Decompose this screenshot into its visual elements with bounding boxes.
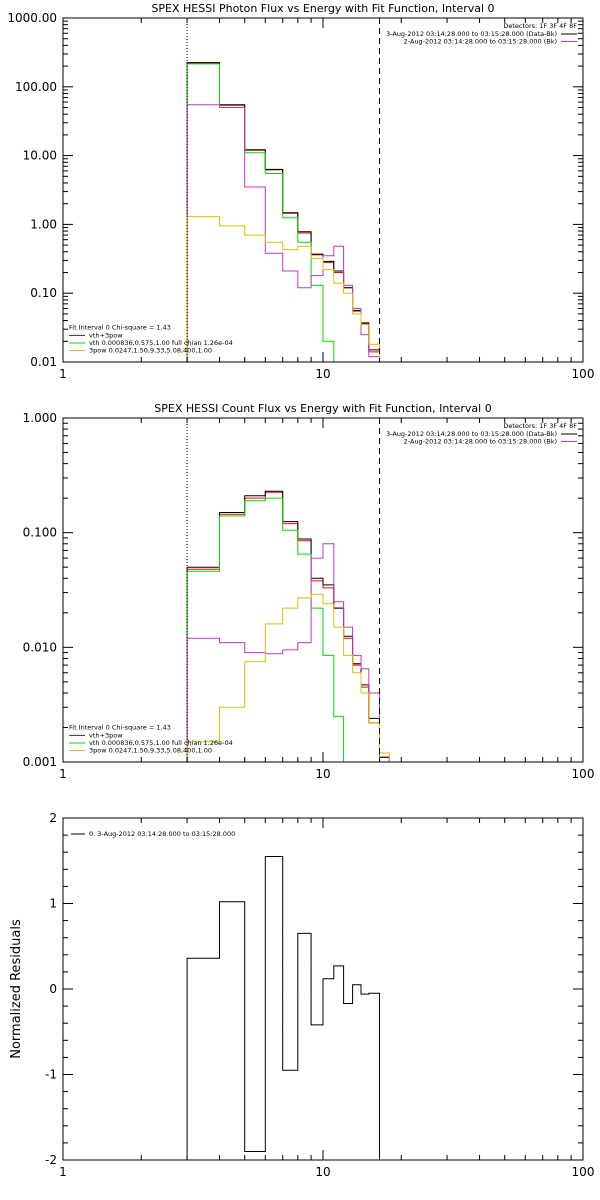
legend-bottom-entry: vth+3pow [89,732,123,740]
series-0-line [186,856,380,1160]
y-tick-label: -1 [45,1068,57,1082]
legend-bottom-header: Fit Interval 0 Chi-square = 1.43 [69,724,171,732]
legend-bottom-entry: vth 0.000836,0.575,1.00 full chian 1.26e… [89,739,233,747]
series-group [186,856,380,1160]
x-tick-label: 100 [572,767,595,781]
y-tick-label: 0.10 [30,286,57,300]
photon-flux-panel: SPEX HESSI Photon Flux vs Energy with Fi… [7,2,595,381]
legend-bottom-entry: vth+3pow [89,332,123,340]
x-tick-label: 100 [572,1165,595,1179]
legend-top-entry: 3-Aug-2012 03:14:28.000 to 03:15:28.000 … [386,30,557,38]
y-tick-label: 1000.00 [7,11,57,25]
y-tick-label: 2 [49,811,57,825]
series-0-line [186,491,390,762]
series-3-line [186,543,380,762]
legend-bottom-entry: 3pow 0.0247,1.50,9.33,5.08,400,1.00 [89,347,212,355]
y-tick-label: 0.01 [30,355,57,369]
legend-bottom-entry: 3pow 0.0247,1.50,9.33,5.08,400,1.00 [89,747,212,755]
y-tick-label: 1.00 [30,217,57,231]
x-tick-label: 10 [315,367,330,381]
series-4-line [186,593,399,762]
series-1-line [186,62,380,362]
legend-bottom-entry: vth 0.000836,0.575,1.00 full chian 1.26e… [89,339,233,347]
x-tick-label: 100 [572,367,595,381]
x-tick-label: 10 [315,1165,330,1179]
y-tick-label: 1.000 [23,411,57,425]
x-tick-label: 1 [59,367,67,381]
series-group [186,62,399,362]
legend-top-entry: 2-Aug-2012 03:14:28.000 to 03:15:28.000 … [404,438,557,446]
series-0-line [186,62,380,362]
legend-top-entry: 3-Aug-2012 03:14:28.000 to 03:15:28.000 … [386,430,557,438]
y-tick-label: 10.00 [23,149,57,163]
legend-top-entry: 2-Aug-2012 03:14:28.000 to 03:15:28.000 … [404,38,557,46]
chart-title: SPEX HESSI Photon Flux vs Energy with Fi… [151,2,494,15]
y-tick-label: 0.100 [23,526,57,540]
x-tick-label: 1 [59,767,67,781]
y-tick-label: 100.00 [15,80,57,94]
series-2-line [186,497,345,762]
y-tick-label: 0.001 [23,755,57,769]
legend-bottom-header: Fit Interval 0 Chi-square = 1.43 [69,324,171,332]
residuals-panel: Normalized Residuals 1 10 100 -2 -1 0 1 2 0. 3-Au… [9,811,594,1179]
series-group [186,490,399,762]
series-1-line [186,490,390,762]
plot-frame [62,417,584,763]
legend-top-header: Detectors: 1F 3F 4F 8F [503,422,577,430]
y-tick-label: -2 [45,1153,57,1167]
chart-title: SPEX HESSI Count Flux vs Energy with Fit… [154,402,491,415]
legend-entry: 0. 3-Aug-2012 03:14:28.000 to 03:15:28.0… [89,830,235,838]
legend-top-header: Detectors: 1F 3F 4F 8F [503,22,577,30]
y-axis-label: Normalized Residuals [9,919,24,1059]
y-tick-label: 0 [49,982,57,996]
x-tick-label: 1 [59,1165,67,1179]
count-flux-panel: SPEX HESSI Count Flux vs Energy with Fit… [23,402,595,781]
series-3-line [186,104,380,362]
x-tick-label: 10 [315,767,330,781]
y-tick-label: 1 [49,897,57,911]
series-4-line [186,216,399,362]
y-tick-label: 0.010 [23,640,57,654]
